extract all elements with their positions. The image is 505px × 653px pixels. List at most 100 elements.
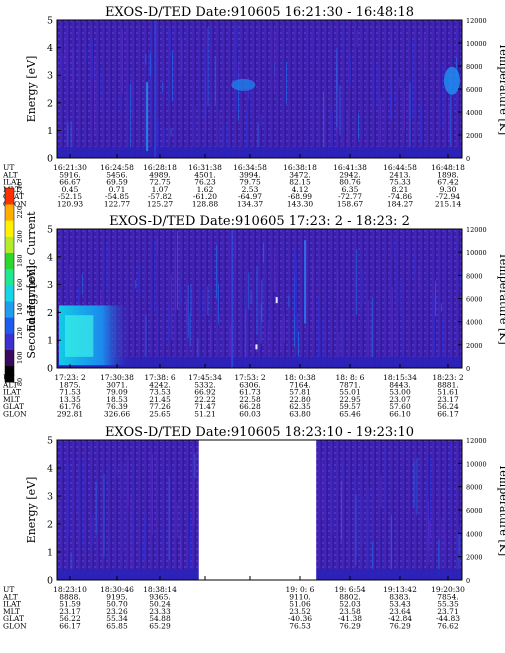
heatmap-streak xyxy=(76,484,78,516)
table-row-label: ILAT xyxy=(3,388,21,397)
heatmap-streak xyxy=(64,35,66,65)
table-cell: 61.73 xyxy=(239,388,261,397)
table-cell: 51.61 xyxy=(437,388,458,397)
heatmap-streak xyxy=(69,263,71,346)
heatmap-streak xyxy=(205,69,207,132)
heatmap-streak xyxy=(441,317,443,368)
table-cell: 54.88 xyxy=(149,614,171,623)
heatmap-streak xyxy=(233,42,235,80)
table-cell: 23.58 xyxy=(339,607,361,616)
heatmap-streak xyxy=(167,306,169,342)
table-cell: 18: 0:38 xyxy=(284,373,316,382)
heatmap-streak xyxy=(384,441,386,506)
heatmap-streak xyxy=(318,297,320,368)
table-cell: 82.15 xyxy=(289,178,311,187)
heatmap-streak xyxy=(288,295,290,308)
table-row-label: GLAT xyxy=(3,402,24,411)
heatmap-streak xyxy=(236,20,238,48)
table-cell: 50.24 xyxy=(149,600,171,609)
y-tick-label: 2 xyxy=(47,98,53,109)
table-cell: 17:23: 2 xyxy=(54,373,86,382)
y-axis-label: Energy [eV] xyxy=(25,56,38,123)
table-cell: 326.66 xyxy=(104,410,130,419)
heatmap-streak xyxy=(142,538,144,563)
heatmap-streak xyxy=(180,533,181,580)
table-cell: 18: 8: 6 xyxy=(336,373,365,382)
table-cell: 50.70 xyxy=(106,600,128,609)
heatmap-streak xyxy=(304,240,307,324)
heatmap-streak xyxy=(146,82,149,152)
table-cell: 62.35 xyxy=(289,402,311,411)
table-cell: -42.84 xyxy=(388,614,412,623)
colorbar-tick-label: 100 xyxy=(16,352,24,364)
table-cell: 71.47 xyxy=(194,402,216,411)
heatmap-streak xyxy=(332,468,334,535)
heatmap-streak xyxy=(180,283,182,302)
heatmap-streak xyxy=(257,123,259,158)
table-cell: 16:24:58 xyxy=(100,163,134,172)
heatmap-streak xyxy=(186,297,188,325)
table-cell: 5332. xyxy=(194,380,215,389)
colorbar-segment xyxy=(5,236,14,253)
table-cell: -74.86 xyxy=(388,192,412,201)
heatmap-streak xyxy=(217,283,219,324)
heatmap-spot xyxy=(275,297,278,304)
table-cell: 16:28:18 xyxy=(143,163,177,172)
table-row-label: GLON xyxy=(3,200,27,209)
y-tick-label: 0 xyxy=(47,576,53,587)
heatmap-streak xyxy=(115,260,116,298)
table-cell: 134.37 xyxy=(237,200,263,209)
heatmap-streak xyxy=(154,240,155,313)
heatmap-streak xyxy=(273,247,275,292)
heatmap-streak xyxy=(225,123,227,158)
heatmap-streak xyxy=(130,495,132,569)
y-tick-label: 4 xyxy=(47,252,53,263)
table-cell: 51.21 xyxy=(194,410,215,419)
table-cell: 23.26 xyxy=(106,607,128,616)
heatmap-streak xyxy=(157,306,159,361)
heatmap-streak xyxy=(131,297,133,321)
heatmap-streak xyxy=(373,33,375,123)
table-cell: 1.07 xyxy=(152,185,169,194)
heatmap-streak xyxy=(150,33,152,119)
heatmap-streak xyxy=(438,539,440,580)
heatmap-streak xyxy=(189,536,191,580)
panel-title: EXOS-D/TED Date:910605 18:23:10 - 19:23:… xyxy=(105,425,414,440)
table-cell: 0.71 xyxy=(109,185,126,194)
heatmap-streak xyxy=(152,454,153,535)
heatmap-streak xyxy=(145,54,147,65)
table-cell: 2413. xyxy=(389,170,410,179)
table-cell: 72.75 xyxy=(149,178,171,187)
y2-axis-label: Temperature [K] xyxy=(497,464,505,556)
heatmap-streak xyxy=(156,238,158,255)
table-cell: 65.29 xyxy=(149,622,171,631)
table-row-label: GLON xyxy=(3,410,27,419)
table-cell: 5916. xyxy=(59,170,80,179)
heatmap-streak xyxy=(371,298,373,358)
heatmap-streak xyxy=(370,324,372,368)
heatmap-streak xyxy=(207,286,209,315)
y-tick-label: 2 xyxy=(47,308,53,319)
heatmap-streak xyxy=(57,53,59,86)
heatmap-streak xyxy=(168,62,170,108)
heatmap-streak xyxy=(372,542,374,580)
heatmap-streak xyxy=(343,21,345,59)
heatmap-streak xyxy=(380,97,382,149)
heatmap-streak xyxy=(235,24,237,112)
table-row-label: ALT xyxy=(2,380,18,389)
heatmap-streak xyxy=(103,474,105,557)
table-cell: 122.77 xyxy=(104,200,130,209)
table-cell: 76.29 xyxy=(389,622,411,631)
table-cell: 8383. xyxy=(389,592,410,601)
table-cell: 61.76 xyxy=(59,402,81,411)
table-cell: 18:23:10 xyxy=(53,585,87,594)
heatmap-streak xyxy=(423,35,425,74)
heatmap-streak xyxy=(430,457,431,540)
table-row-label: MLT xyxy=(3,607,20,616)
table-cell: 16:31:38 xyxy=(188,163,222,172)
heatmap-streak xyxy=(362,496,364,545)
heatmap-streak xyxy=(94,56,96,137)
heatmap-streak xyxy=(170,273,172,340)
heatmap-streak xyxy=(71,59,73,72)
table-cell: -68.99 xyxy=(288,192,312,201)
